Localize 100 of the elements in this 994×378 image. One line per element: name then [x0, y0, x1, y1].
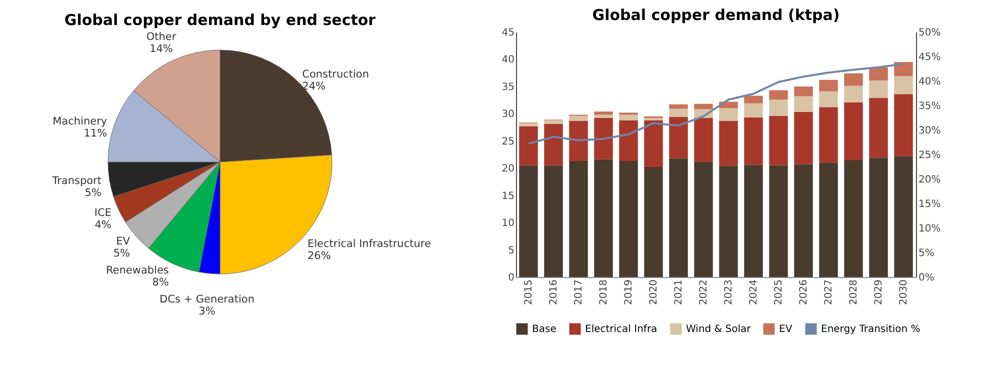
bar	[569, 161, 588, 277]
bar	[869, 98, 888, 158]
slice-label: Renewables	[106, 264, 169, 277]
y-tick-label: 25	[502, 136, 514, 148]
y2-tick-label: 30%	[918, 126, 941, 136]
x-tick-label: 2025	[774, 280, 784, 305]
y2-tick-label: 20%	[918, 174, 941, 186]
bar	[619, 120, 638, 162]
bar	[844, 86, 863, 102]
bar	[594, 159, 613, 277]
x-tick-label: 2024	[748, 280, 760, 305]
bar	[544, 165, 563, 277]
legend-label: Wind & Solar	[686, 324, 752, 335]
bar	[769, 90, 788, 100]
legend-label: Electrical Infra	[585, 324, 658, 335]
y-tick-label: 40	[502, 54, 514, 66]
chart-title: Global copper demand by end sector	[64, 11, 376, 29]
bar	[569, 120, 588, 162]
bar	[719, 120, 738, 166]
x-tick-label: 2026	[798, 280, 810, 305]
bar	[744, 164, 763, 277]
x-tick-label: 2020	[648, 280, 660, 305]
bar	[719, 108, 738, 121]
bar	[894, 62, 913, 76]
bar	[544, 124, 563, 166]
bar	[619, 114, 638, 120]
bar	[594, 114, 613, 118]
bar	[819, 107, 838, 163]
bar	[894, 156, 913, 277]
slice-label: Electrical Infrastructure	[307, 238, 431, 250]
legend-label: EV	[779, 324, 792, 335]
bar	[794, 164, 813, 277]
bar	[794, 86, 813, 96]
x-tick-label: 2021	[674, 280, 684, 305]
x-tick-label: 2016	[548, 280, 560, 305]
data-label: 8%	[152, 276, 169, 289]
y-tick-label: 15	[502, 190, 514, 202]
x-tick-label: 2022	[698, 280, 710, 305]
slice-label: Transport	[51, 174, 102, 187]
data-label: 4%	[94, 219, 112, 232]
bar	[769, 100, 788, 116]
bar	[894, 76, 913, 94]
y-tick-label: 30	[502, 109, 514, 120]
y-tick-label: 20	[502, 164, 514, 175]
bar	[669, 104, 688, 109]
y2-tick-label: 10%	[918, 224, 941, 234]
y2-tick-label: 25%	[918, 150, 941, 161]
x-tick-label: 2017	[574, 280, 584, 305]
y-tick-label: 35	[502, 82, 514, 93]
x-tick-label: 2029	[874, 280, 884, 305]
bar	[744, 117, 763, 165]
bar	[894, 94, 913, 156]
bar	[744, 103, 763, 118]
x-tick-label: 2019	[624, 280, 634, 305]
data-label: 5%	[84, 186, 102, 199]
bar	[819, 162, 838, 277]
bar	[519, 122, 538, 126]
bar	[844, 102, 863, 160]
y2-tick-label: 35%	[918, 101, 941, 112]
bar	[794, 96, 813, 112]
x-tick-label: 2015	[524, 280, 534, 305]
bar	[744, 96, 763, 104]
bar	[544, 120, 563, 124]
bar	[769, 116, 788, 166]
data-label: 5%	[113, 247, 130, 260]
y2-tick-label: 5%	[918, 248, 934, 259]
bar	[694, 162, 713, 277]
line-series	[528, 62, 904, 145]
slice-label: ICE	[94, 207, 112, 220]
bar	[594, 111, 613, 115]
bar	[819, 80, 838, 92]
bar	[519, 126, 538, 166]
bar	[644, 120, 663, 168]
bar	[869, 158, 888, 277]
y-tick-label: 45	[502, 28, 514, 38]
data-label: 3%	[198, 305, 216, 318]
bar	[844, 160, 863, 277]
y2-tick-label: 40%	[918, 76, 941, 88]
y2-tick-label: 50%	[918, 28, 941, 38]
y-tick-label: 5	[508, 245, 514, 256]
slice-label: Other	[146, 31, 177, 44]
slice-label: DCs + Generation	[160, 293, 254, 306]
y-tick-label: 10	[502, 218, 514, 230]
bar	[594, 118, 613, 160]
bar	[819, 91, 838, 108]
x-tick-label: 2028	[848, 280, 860, 305]
bar	[769, 165, 788, 277]
bar	[869, 80, 888, 98]
data-label: 14%	[150, 43, 173, 56]
bar	[844, 73, 863, 86]
slice-label: EV	[116, 235, 131, 248]
x-tick-label: 2018	[598, 280, 610, 305]
bar	[669, 116, 688, 158]
legend-label: Energy Transition %	[821, 324, 920, 335]
bar	[644, 167, 663, 277]
bar	[694, 118, 713, 162]
y2-tick-label: 0%	[918, 272, 934, 284]
chart-title: Global copper demand (ktpa)	[592, 6, 840, 24]
data-label: 11%	[84, 127, 108, 140]
bar	[794, 112, 813, 164]
